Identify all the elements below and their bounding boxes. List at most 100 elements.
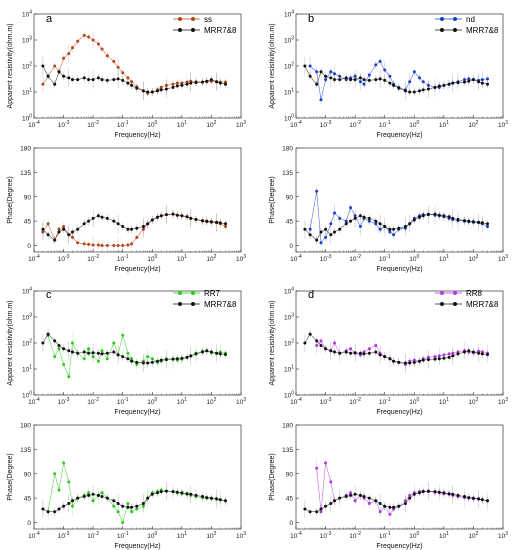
data-point-d-resistivity-rr8 <box>349 347 353 351</box>
data-point-b-resistivity-mrr78 <box>303 64 307 68</box>
data-point-c-phase-mrr78 <box>41 507 45 511</box>
data-point-c-resistivity-mrr78 <box>96 351 100 355</box>
data-point-b-resistivity-nd <box>338 74 342 78</box>
data-point-d-resistivity-mrr78 <box>403 361 407 365</box>
x-tick-label-c-resistivity: 10-1 <box>117 397 129 406</box>
legend-marker-nd <box>440 17 444 21</box>
data-point-b-resistivity-nd <box>463 78 466 82</box>
y-tick-label-a-resistivity: 102 <box>22 62 32 71</box>
y-tick-label-c-phase: 135 <box>20 447 31 454</box>
data-point-a-phase-ss <box>96 243 100 247</box>
data-point-c-resistivity-mrr78 <box>57 344 61 347</box>
data-point-d-resistivity-mrr78 <box>397 360 401 364</box>
data-point-d-phase-rr8 <box>367 502 371 505</box>
x-tick-label-c-resistivity: 102 <box>206 397 216 406</box>
data-point-d-resistivity-mrr78 <box>378 353 382 357</box>
data-point-a-phase-mrr78 <box>57 230 61 234</box>
x-tick-label-d-resistivity: 103 <box>498 397 508 406</box>
data-point-c-resistivity-mrr78 <box>185 355 189 359</box>
y-tick-label-c-phase: 180 <box>20 423 31 430</box>
data-point-b-resistivity-nd <box>383 68 387 72</box>
data-point-c-resistivity-mrr78 <box>135 360 139 364</box>
x-axis-label-a-resistivity: Frequency(Hz) <box>114 132 160 139</box>
data-point-b-phase-mrr78 <box>324 227 328 231</box>
x-tick-label-d-phase: 100 <box>409 531 419 540</box>
data-point-c-resistivity-rr7 <box>71 341 74 345</box>
data-point-b-phase-mrr78 <box>426 213 430 217</box>
data-point-d-resistivity-mrr78 <box>319 344 323 347</box>
data-point-d-resistivity-mrr78 <box>463 350 466 354</box>
data-point-d-phase-mrr78 <box>421 490 425 494</box>
data-point-b-phase-mrr78 <box>338 227 342 231</box>
x-tick-label-d-phase: 102 <box>468 531 478 540</box>
legend-marker-ss <box>178 17 182 21</box>
data-point-c-resistivity-mrr78 <box>150 360 154 364</box>
y-tick-label-a-resistivity: 104 <box>22 10 32 19</box>
data-point-c-phase-rr7 <box>91 499 95 503</box>
data-point-d-resistivity-rr8 <box>451 351 455 355</box>
data-point-a-resistivity-ss <box>76 39 80 43</box>
data-point-b-resistivity-mrr78 <box>388 81 392 85</box>
data-point-d-phase-mrr78 <box>353 492 357 496</box>
data-point-d-phase-mrr78 <box>408 496 412 500</box>
data-point-d-phase-mrr78 <box>433 490 437 494</box>
data-point-b-phase-mrr78 <box>378 222 382 226</box>
x-tick-label-b-resistivity: 103 <box>498 120 508 129</box>
data-point-a-resistivity-mrr78 <box>150 90 154 94</box>
data-point-c-phase-rr7 <box>71 504 74 508</box>
data-point-c-phase-rr7 <box>57 488 61 492</box>
data-point-c-phase-mrr78 <box>135 504 139 508</box>
data-point-c-resistivity-mrr78 <box>180 356 184 360</box>
data-point-c-phase-mrr78 <box>209 496 213 500</box>
data-point-b-resistivity-mrr78 <box>412 90 416 94</box>
data-point-c-resistivity-rr7 <box>112 341 116 345</box>
data-point-a-phase-mrr78 <box>82 222 86 226</box>
data-point-b-resistivity-nd <box>333 72 336 76</box>
data-point-c-resistivity-rr7 <box>146 355 150 359</box>
data-point-a-phase-ss <box>62 225 66 228</box>
data-point-d-resistivity-mrr78 <box>362 352 366 356</box>
legend-marker-mrr-c-2 <box>191 302 195 306</box>
y-tick-label-d-resistivity: 100 <box>284 391 294 400</box>
x-tick-label-d-resistivity: 10-2 <box>349 397 361 406</box>
data-point-b-phase-mrr78 <box>451 216 455 220</box>
data-point-b-resistivity-mrr78 <box>403 89 407 93</box>
y-tick-label-b-resistivity: 104 <box>284 10 294 19</box>
data-point-d-phase-mrr78 <box>367 496 371 500</box>
data-point-b-phase-mrr78 <box>421 214 425 218</box>
x-tick-label-b-resistivity: 102 <box>468 120 478 129</box>
data-point-b-phase-mrr78 <box>418 215 421 219</box>
data-point-d-resistivity-rr8 <box>333 341 336 345</box>
data-point-a-resistivity-ss <box>171 82 175 86</box>
legend-marker-mrr-d <box>440 302 444 306</box>
data-point-a-phase-mrr78 <box>205 219 209 223</box>
data-point-b-resistivity-mrr78 <box>367 78 371 82</box>
data-point-c-resistivity-rr7 <box>126 351 130 355</box>
data-point-b-resistivity-nd <box>486 77 489 81</box>
data-point-d-resistivity-mrr78 <box>333 350 336 354</box>
data-point-c-resistivity-rr7 <box>82 357 86 361</box>
x-tick-label-d-phase: 10-4 <box>290 531 302 540</box>
y-tick-label-d-resistivity: 103 <box>284 313 294 322</box>
data-point-b-phase-mrr78 <box>383 225 387 228</box>
data-point-c-phase-rr7 <box>62 461 66 465</box>
data-point-c-phase-mrr78 <box>126 505 130 509</box>
data-point-c-resistivity-rr7 <box>150 357 154 361</box>
data-point-d-phase-mrr78 <box>383 504 387 508</box>
data-point-a-phase-mrr78 <box>180 214 184 218</box>
legend-label-ss: ss <box>204 15 212 24</box>
data-point-b-phase-mrr78 <box>471 220 475 224</box>
data-point-a-phase-mrr78 <box>100 215 104 219</box>
x-tick-label-d-resistivity: 10-1 <box>379 397 391 406</box>
x-tick-label-d-resistivity: 102 <box>468 397 478 406</box>
x-tick-label-d-phase: 103 <box>498 531 508 540</box>
data-point-b-resistivity-mrr78 <box>451 81 455 85</box>
plot-frame-b-phase <box>295 147 504 253</box>
data-point-a-resistivity-mrr78 <box>100 78 104 82</box>
data-point-a-phase-mrr78 <box>87 219 91 223</box>
data-point-b-resistivity-nd <box>388 74 392 78</box>
data-point-d-resistivity-mrr78 <box>303 341 307 345</box>
data-point-a-resistivity-mrr78 <box>67 76 71 80</box>
y-tick-label-a-phase: 45 <box>24 219 32 226</box>
data-point-d-phase-mrr78 <box>397 504 401 508</box>
